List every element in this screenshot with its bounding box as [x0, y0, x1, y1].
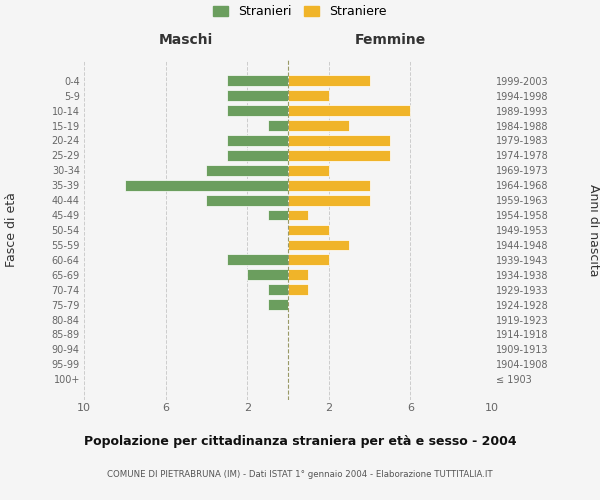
Bar [268, 284, 288, 295]
Text: Maschi: Maschi [159, 34, 213, 48]
Bar [268, 299, 288, 310]
Bar [288, 135, 390, 146]
Bar [268, 120, 288, 131]
Text: COMUNE DI PIETRABRUNA (IM) - Dati ISTAT 1° gennaio 2004 - Elaborazione TUTTITALI: COMUNE DI PIETRABRUNA (IM) - Dati ISTAT … [107, 470, 493, 479]
Bar [288, 150, 390, 161]
Bar [288, 240, 349, 250]
Bar [288, 165, 329, 175]
Bar [247, 270, 288, 280]
Bar [288, 254, 329, 265]
Bar [206, 165, 288, 175]
Text: Anni di nascita: Anni di nascita [587, 184, 600, 276]
Bar [206, 195, 288, 205]
Text: Fasce di età: Fasce di età [5, 192, 19, 268]
Bar [288, 120, 349, 131]
Bar [288, 90, 329, 101]
Bar [227, 135, 288, 146]
Bar [288, 76, 370, 86]
Bar [125, 180, 288, 190]
Bar [288, 210, 308, 220]
Text: Popolazione per cittadinanza straniera per età e sesso - 2004: Popolazione per cittadinanza straniera p… [83, 435, 517, 448]
Bar [227, 150, 288, 161]
Bar [288, 106, 410, 116]
Bar [227, 254, 288, 265]
Bar [227, 90, 288, 101]
Bar [288, 284, 308, 295]
Bar [288, 270, 308, 280]
Bar [227, 76, 288, 86]
Text: Femmine: Femmine [355, 34, 425, 48]
Bar [227, 106, 288, 116]
Bar [268, 210, 288, 220]
Legend: Stranieri, Straniere: Stranieri, Straniere [209, 1, 391, 21]
Bar [288, 180, 370, 190]
Bar [288, 195, 370, 205]
Bar [288, 224, 329, 235]
